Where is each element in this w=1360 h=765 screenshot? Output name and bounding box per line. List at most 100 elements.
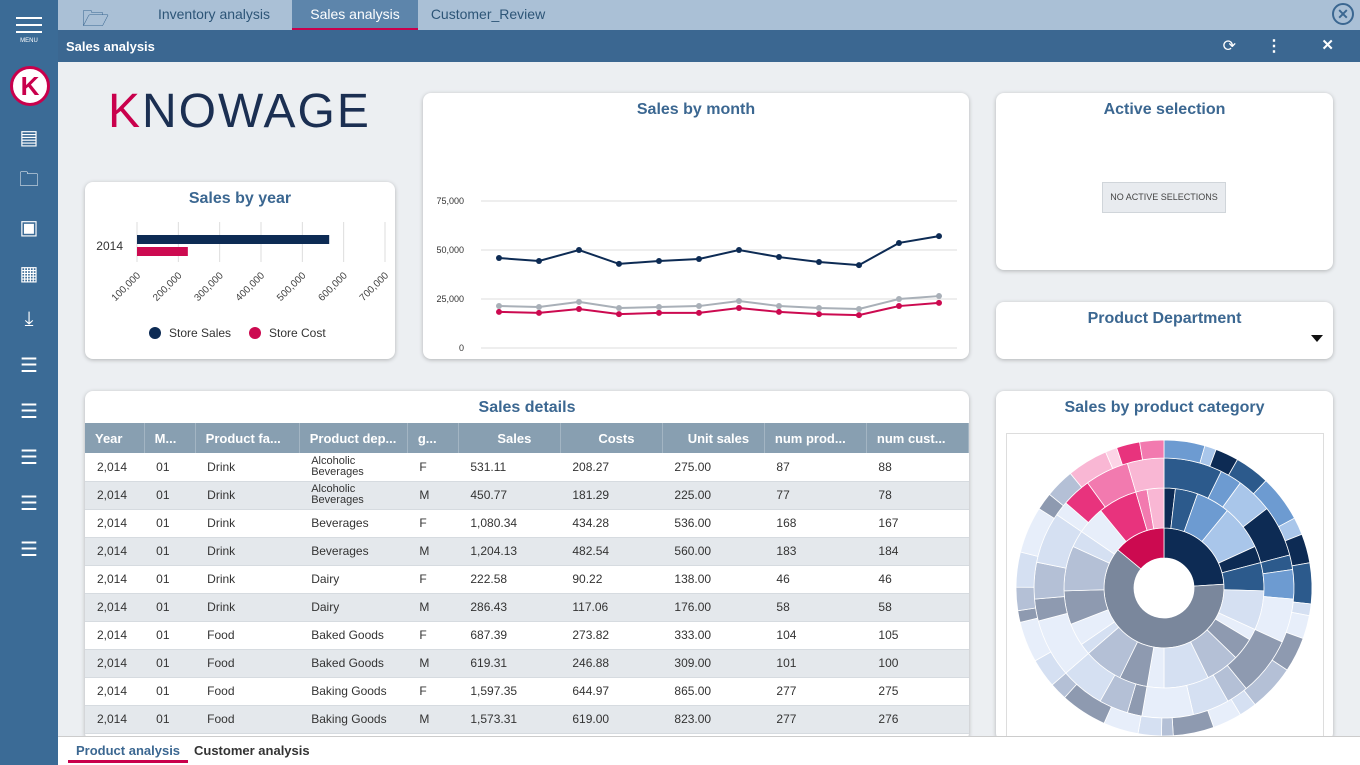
sales-details-widget: Sales details Year M... Product fa... Produ… (85, 391, 969, 736)
column-header[interactable]: M... (144, 423, 196, 453)
table-cell: F (407, 453, 459, 482)
list-icon[interactable]: ☰ (20, 492, 38, 515)
data-point (696, 256, 702, 263)
table-cell: Food (195, 621, 300, 650)
table-row[interactable]: 2,014 01 Drink Beverages F 1,080.34 434.28 536.… (85, 509, 969, 538)
sales-details-table: Year M... Product fa... Product dep... g... S… (85, 423, 969, 734)
table-cell: 225.00 (662, 481, 765, 510)
list-icon[interactable]: ☰ (20, 400, 38, 423)
sheet-tab-customer-analysis[interactable]: Customer analysis (194, 743, 310, 758)
column-header[interactable]: Costs (560, 423, 663, 453)
id-card-icon[interactable]: ▤ (19, 126, 39, 149)
title-bar: Sales analysis ⟳ ⋮ ✕ (58, 30, 1360, 62)
table-row[interactable]: 2,014 01 Food Baked Goods M 619.31 246.88 309.0… (85, 649, 969, 678)
list-icon[interactable]: ☰ (20, 446, 38, 469)
tab-sales-analysis[interactable]: Sales analysis (292, 0, 418, 30)
table-cell: F (407, 565, 459, 594)
table-cell: Drink (195, 481, 300, 510)
tab-customer-review[interactable]: Customer_Review (430, 6, 546, 22)
y-tick-label: 75,000 (436, 196, 464, 206)
table-row[interactable]: 2,014 01 Food Baking Goods M 1,573.31 619.00 82… (85, 705, 969, 734)
table-cell: 184 (866, 537, 969, 566)
data-point (576, 247, 582, 253)
column-header[interactable]: num cust... (866, 423, 969, 453)
page-title: Sales analysis (66, 39, 155, 54)
table-cell: 246.88 (560, 649, 663, 678)
data-point (736, 305, 742, 312)
data-point (656, 304, 662, 311)
close-all-icon[interactable]: ✕ (1332, 3, 1354, 25)
table-cell: 87 (764, 453, 867, 482)
sales-by-month-widget: Sales by month 025,00050,00075,000010203… (423, 93, 969, 359)
table-cell: 01 (144, 481, 196, 510)
data-point (496, 303, 502, 310)
table-cell: Drink (195, 509, 300, 538)
table-cell: 208.27 (560, 453, 663, 482)
table-cell: 104 (764, 621, 867, 650)
list-icon[interactable]: ☰ (20, 354, 38, 377)
knowage-logo-icon[interactable]: K (10, 66, 50, 106)
refresh-icon[interactable]: ⟳ (1222, 38, 1236, 55)
data-point (576, 298, 582, 305)
column-header[interactable]: Sales (458, 423, 561, 453)
legend-marker (149, 327, 161, 339)
sheet-tabs: Product analysis Customer analysis (58, 736, 1360, 765)
column-header[interactable]: num prod... (764, 423, 867, 453)
widget-title: Product Department (1087, 310, 1242, 327)
table-row[interactable]: 2,014 01 Drink Alcoholic Beverages M 450.77 18… (85, 481, 969, 510)
sunburst-chart[interactable] (996, 421, 1333, 736)
legend-label: Store Cost (269, 326, 326, 340)
tab-inventory-analysis[interactable]: Inventory analysis (157, 6, 271, 22)
table-cell: 90.22 (560, 565, 663, 594)
menu-button[interactable]: MENU (14, 14, 44, 44)
sales-by-category-widget: Sales by product category (996, 391, 1333, 736)
more-options-icon[interactable]: ⋮ (1266, 38, 1282, 55)
data-point (856, 262, 862, 269)
data-point (736, 297, 742, 304)
sunburst-center (1134, 558, 1194, 618)
table-cell: 275.00 (662, 453, 765, 482)
table-cell: 176.00 (662, 593, 765, 622)
briefcase-icon[interactable]: ▣ (19, 216, 39, 239)
data-point (496, 308, 502, 315)
table-cell: 117.06 (560, 593, 663, 622)
table-cell: 644.97 (560, 677, 663, 706)
document-tabs: 🗁 Inventory analysis Sales analysis Cust… (58, 0, 1360, 31)
list-icon[interactable]: ☰ (20, 538, 38, 561)
column-header[interactable]: Product fa... (195, 423, 300, 453)
table-cell: Baked Goods (299, 621, 408, 650)
table-row[interactable]: 2,014 01 Food Baking Goods F 1,597.35 644.97 86… (85, 677, 969, 706)
table-cell: Food (195, 677, 300, 706)
column-header[interactable]: g... (407, 423, 459, 453)
table-cell: Baked Goods (299, 649, 408, 678)
dropdown-arrow-icon[interactable] (1311, 335, 1323, 342)
table-cell: 78 (866, 481, 969, 510)
x-tick-label: 200,000 (151, 270, 185, 304)
data-point (816, 258, 822, 265)
download-icon[interactable]: ⤓ (24, 307, 34, 330)
folder-icon[interactable]: 🗀 (19, 169, 39, 191)
table-row[interactable]: 2,014 01 Drink Dairy F 222.58 90.22 138.00 46 46 (85, 565, 969, 594)
data-point (896, 239, 902, 246)
knowage-logo: KNOWAGE (108, 85, 371, 138)
column-header[interactable]: Unit sales (662, 423, 765, 453)
newspaper-icon[interactable]: ▦ (19, 262, 39, 285)
table-cell: Beverages (299, 537, 408, 566)
table-row[interactable]: 2,014 01 Food Baked Goods F 687.39 273.82 333.0… (85, 621, 969, 650)
sheet-tab-product-analysis[interactable]: Product analysis (68, 739, 189, 763)
sunburst-segment (1139, 439, 1165, 461)
folder-open-icon[interactable]: 🗁 (82, 6, 110, 31)
table-row[interactable]: 2,014 01 Drink Beverages M 1,204.13 482.54 560.… (85, 537, 969, 566)
table-row[interactable]: 2,014 01 Drink Dairy M 286.43 117.06 176.00 58 58 (85, 593, 969, 622)
table-cell: 2,014 (85, 537, 145, 566)
table-cell: 181.29 (560, 481, 663, 510)
close-icon[interactable]: ✕ (1321, 37, 1334, 54)
sunburst-segment (1137, 715, 1163, 736)
table-cell: Drink (195, 453, 300, 482)
table-cell: 276 (866, 705, 969, 734)
column-header[interactable]: Product dep... (299, 423, 408, 453)
product-department-widget[interactable]: Product Department (996, 302, 1333, 359)
table-cell: 2,014 (85, 705, 145, 734)
table-row[interactable]: 2,014 01 Drink Alcoholic Beverages F 531.11 20… (85, 453, 969, 482)
column-header[interactable]: Year (85, 423, 145, 453)
